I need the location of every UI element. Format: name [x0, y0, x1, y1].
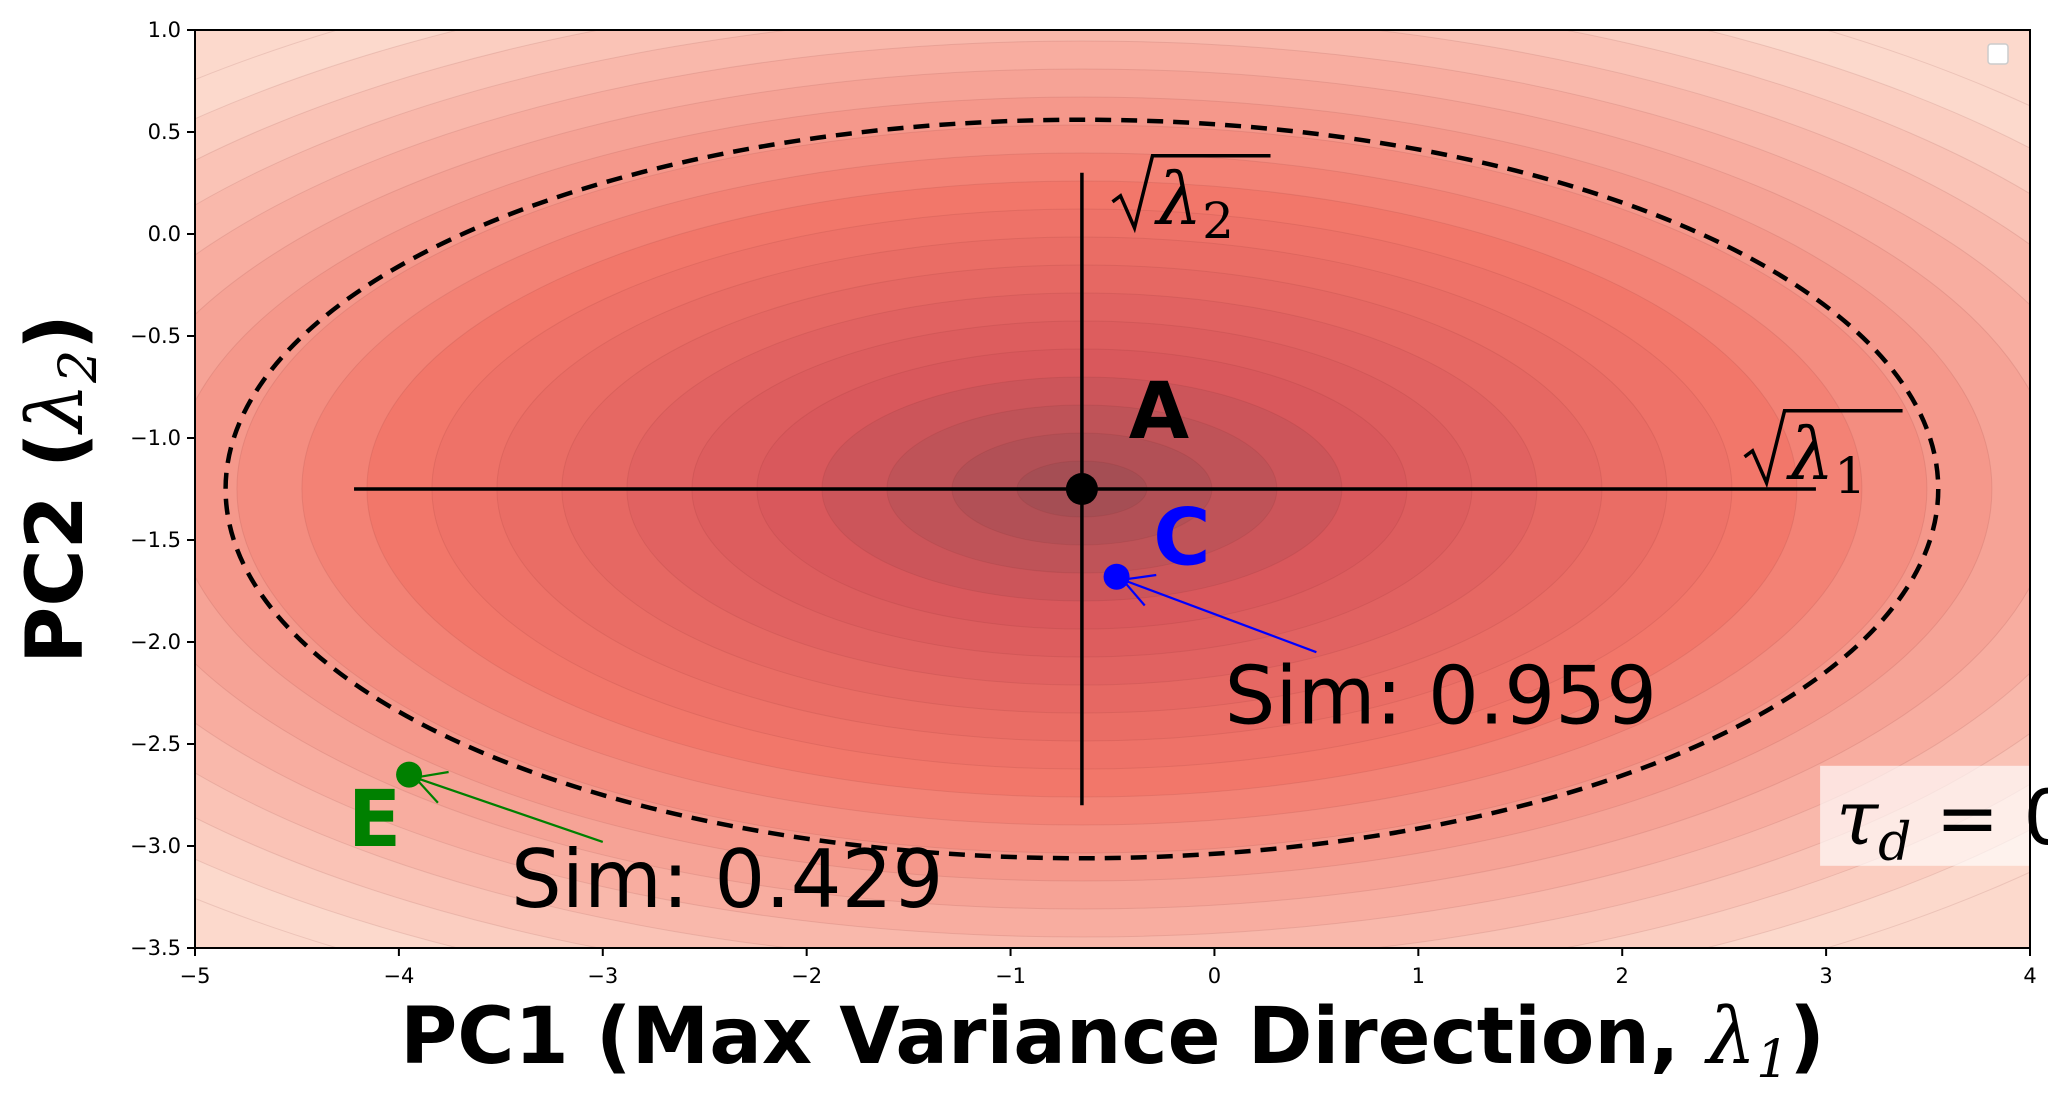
- contour-fill: [195, 30, 2030, 948]
- y-tick-label: 0.5: [148, 120, 181, 144]
- point-a: [1065, 473, 1098, 505]
- tau-annotation: τd = 0.5: [1820, 765, 2048, 873]
- x-tick-label: 4: [2023, 964, 2036, 988]
- plot-frame: [194, 29, 2031, 949]
- svg-text:τd = 0.5: τd = 0.5: [1836, 773, 2048, 873]
- y-tick-label: −1.5: [130, 528, 181, 552]
- annotation-arrow: [1122, 578, 1317, 654]
- point-label-c: C: [1153, 493, 1210, 583]
- x-tick-label: −5: [180, 964, 211, 988]
- y-tick-label: −2.5: [130, 732, 181, 756]
- sqrt-lambda-label: λ2: [1111, 154, 1271, 250]
- y-ticks: −3.5 −3.0 −2.5 −2.0 −1.5 −1.0 −0.5 0.0 0.5 1.0: [130, 18, 195, 960]
- y-tick-label: 1.0: [148, 18, 181, 42]
- y-tick-label: −1.0: [130, 426, 181, 450]
- boundary-ellipse: [223, 117, 1941, 861]
- x-tick-label: 1: [1412, 964, 1425, 988]
- y-tick-label: 0.0: [148, 222, 181, 246]
- x-axis-title: PC1 (Max Variance Direction, λ1): [400, 992, 1825, 1090]
- similarity-label-c: Sim: 0.959: [1225, 650, 1657, 743]
- point-c: [1103, 563, 1130, 590]
- y-tick-label: −2.0: [130, 630, 181, 654]
- x-tick-label: 0: [1208, 964, 1221, 988]
- x-ticks: −5 −4 −3 −2 −1 0 1 2 3 4: [180, 948, 2037, 988]
- x-tick-label: −1: [995, 964, 1026, 988]
- x-tick-label: −4: [383, 964, 414, 988]
- x-tick-label: 3: [1819, 964, 1832, 988]
- x-tick-label: −3: [587, 964, 618, 988]
- x-tick-label: 2: [1616, 964, 1629, 988]
- point-e: [396, 761, 423, 788]
- annotation-arrow: [414, 776, 604, 843]
- sqrt-lambda-label: λ1: [1743, 409, 1903, 505]
- point-label-a: A: [1129, 367, 1189, 457]
- svg-text:λ1: λ1: [1786, 412, 1866, 505]
- y-axis-title: PC2 (λ2): [11, 314, 109, 664]
- y-tick-label: −0.5: [130, 324, 181, 348]
- y-tick-label: −3.0: [130, 834, 181, 858]
- legend-box: [1987, 43, 2009, 65]
- sqrt-labels: λ2 λ1: [1111, 154, 1903, 505]
- svg-text:λ2: λ2: [1154, 157, 1234, 250]
- x-tick-label: −2: [791, 964, 822, 988]
- y-tick-label: −3.5: [130, 936, 181, 960]
- point-label-e: E: [348, 775, 401, 865]
- similarity-label-e: Sim: 0.429: [511, 833, 943, 926]
